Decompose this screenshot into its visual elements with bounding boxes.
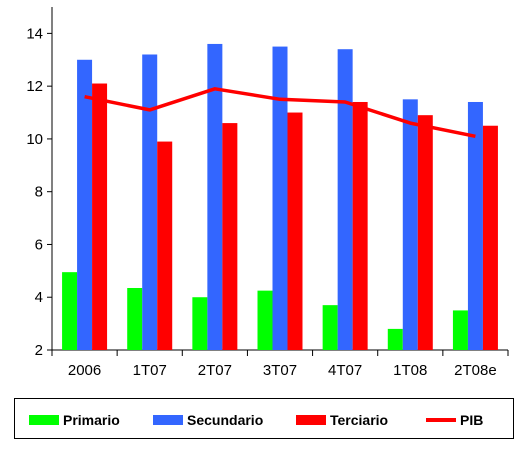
bar-terciario-1t07 [157, 141, 173, 350]
legend-item-secundario: Secundario [153, 399, 263, 440]
bar-secundario-4t07 [337, 49, 353, 350]
x-tick-label: 2006 [68, 362, 101, 379]
x-tick-label: 2T08e [454, 362, 497, 379]
bars [62, 43, 498, 351]
bar-terciario-2006 [92, 83, 108, 350]
bar-primario-2t07 [192, 297, 208, 350]
bar-secundario-1t08 [402, 99, 418, 350]
legend: Primario Secundario Terciario PIB [14, 398, 514, 439]
bar-primario-1t08 [387, 328, 403, 350]
x-tick-label: 2T07 [198, 362, 232, 379]
x-tick-label: 1T08 [393, 362, 427, 379]
bar-secundario-2t08e [467, 101, 483, 350]
y-tick-label: 8 [35, 184, 43, 201]
legend-label-primario: Primario [63, 411, 120, 428]
bar-primario-2t08e [452, 310, 468, 350]
bar-primario-3t07 [257, 290, 273, 350]
bar-secundario-2006 [77, 59, 93, 351]
y-tick-label: 2 [35, 342, 43, 359]
bar-terciario-3t07 [287, 112, 303, 351]
bar-terciario-1t08 [417, 115, 433, 350]
bar-secundario-2t07 [207, 43, 223, 350]
bar-secundario-3t07 [272, 46, 288, 350]
line-pib [84, 87, 476, 139]
legend-swatch-secundario [153, 414, 183, 425]
legend-item-terciario: Terciario [296, 399, 388, 440]
bar-secundario-1t07 [142, 54, 158, 350]
y-tick-label: 6 [35, 236, 43, 253]
y-tick-label: 4 [35, 289, 43, 306]
legend-swatch-terciario [296, 414, 326, 425]
legend-swatch-primario [29, 414, 59, 425]
legend-label-secundario: Secundario [187, 411, 264, 428]
x-tick-label: 1T07 [133, 362, 167, 379]
x-tick-label: 3T07 [263, 362, 297, 379]
bar-terciario-2t07 [222, 123, 238, 350]
legend-item-primario: Primario [29, 399, 120, 440]
y-tick-label: 10 [26, 131, 43, 148]
x-tick-label: 4T07 [328, 362, 362, 379]
legend-label-terciario: Terciario [330, 411, 389, 428]
pib-line-group [84, 87, 476, 139]
bar-primario-1t07 [127, 287, 143, 350]
y-tick-label: 14 [26, 25, 43, 42]
bar-terciario-2t08e [482, 125, 498, 350]
legend-swatch-pib [426, 417, 456, 422]
legend-label-pib: PIB [460, 411, 484, 428]
bar-primario-2006 [62, 272, 78, 350]
y-tick-label: 12 [26, 78, 43, 95]
bar-terciario-4t07 [352, 101, 368, 350]
y-tick-labels: 2 4 6 8 10 12 14 [26, 25, 52, 359]
legend-item-pib: PIB [426, 399, 483, 440]
bar-primario-4t07 [322, 305, 338, 350]
x-tick-labels: 2006 1T07 2T07 3T07 4T07 1T08 2T08e [51, 350, 509, 379]
